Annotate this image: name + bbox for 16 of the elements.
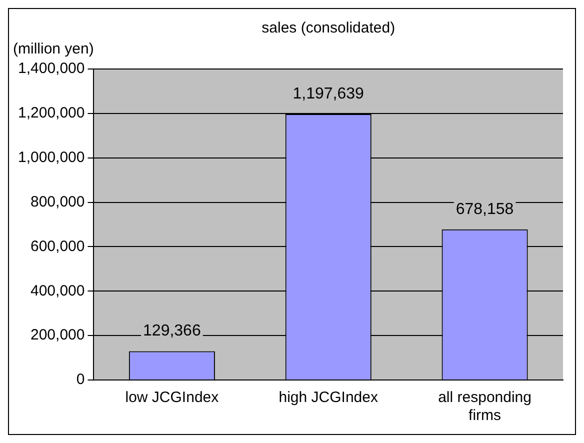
y-tick-label: 0 xyxy=(76,371,85,388)
data-label: 129,366 xyxy=(143,322,201,340)
x-tick-label: low JCGIndex xyxy=(125,389,220,406)
y-tick-label: 1,400,000 xyxy=(18,60,85,78)
y-tick-label: 200,000 xyxy=(30,326,85,344)
y-tick-label: 1,000,000 xyxy=(18,149,85,166)
x-tick-label: high JCGIndex xyxy=(278,389,378,406)
x-tick-label: all responding firms xyxy=(438,389,532,424)
data-label: 678,158 xyxy=(456,200,514,218)
chart-title: sales (consolidated) xyxy=(262,20,396,37)
y-axis-title: (million yen) xyxy=(13,40,94,58)
y-tick-label: 400,000 xyxy=(30,282,85,300)
y-tick-label: 800,000 xyxy=(30,193,85,210)
y-tick-label: 1,200,000 xyxy=(18,104,85,122)
y-tick-label: 600,000 xyxy=(30,238,85,255)
data-label: 1,197,639 xyxy=(292,85,364,102)
